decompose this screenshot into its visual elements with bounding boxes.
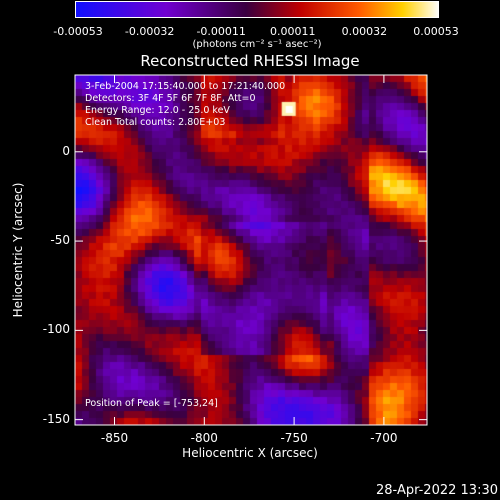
colorbar-tick-label: -0.00032: [124, 25, 175, 38]
colorbar-tick-label: -0.00011: [196, 25, 246, 38]
y-tick-label: -100: [42, 322, 70, 337]
info-clean: Clean Total counts: 2.80E+03: [85, 117, 226, 128]
colorbar-tick-label: 0.00053: [413, 25, 459, 38]
colorbar: [75, 1, 439, 18]
x-tick-label: -800: [190, 431, 218, 445]
info-energy: Energy Range: 12.0 - 25.0 keV: [85, 105, 230, 116]
colorbar-tick-label: 0.00032: [341, 25, 388, 38]
x-axis-label: Heliocentric X (arcsec): [182, 446, 318, 460]
plot-title: Reconstructed RHESSI Image: [140, 52, 360, 70]
y-tick-label: -50: [50, 233, 70, 248]
info-time: 3-Feb-2004 17:15:40.000 to 17:21:40.000: [85, 81, 286, 92]
footer-date: 28-Apr-2022 13:30: [376, 483, 498, 498]
colorbar-tick-label: 0.00011: [270, 25, 316, 38]
colorbar-units: (photons cm⁻² s⁻¹ asec⁻²): [192, 39, 322, 50]
y-tick-label: -150: [42, 411, 70, 426]
heatmap-canvas: [75, 75, 427, 425]
info-detectors: Detectors: 3F 4F 5F 6F 7F 8F, Att=0: [85, 93, 256, 104]
colorbar-tick-label: -0.00053: [53, 25, 103, 38]
heatmap-image: 3-Feb-2004 17:15:40.000 to 17:21:40.000 …: [75, 75, 427, 425]
x-tick-label: -750: [280, 431, 308, 445]
plot-frame: [74, 74, 428, 426]
x-tick-label: -850: [100, 431, 129, 445]
x-tick-label: -700: [370, 431, 398, 445]
y-axis-label: Heliocentric Y (arcsec): [11, 182, 25, 318]
y-tick-label: 0: [62, 143, 70, 158]
peak-position-label: Position of Peak = [-753,24]: [85, 398, 218, 409]
